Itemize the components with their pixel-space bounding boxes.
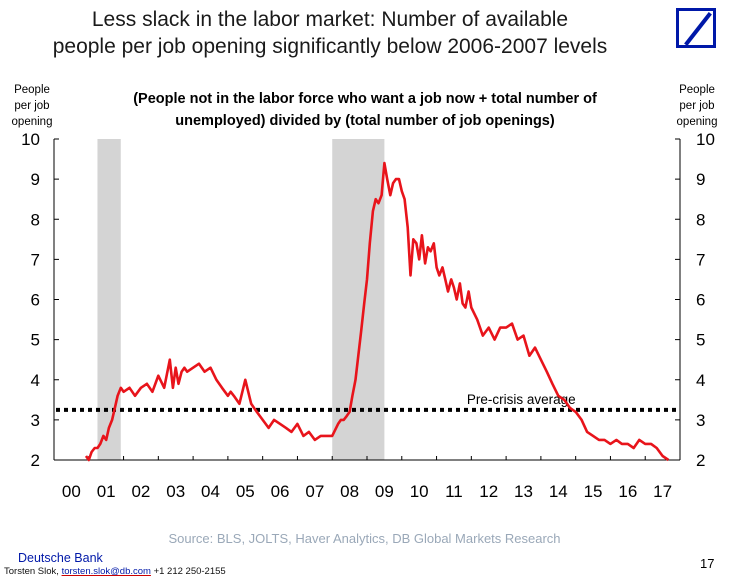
y-tick-label-left: 3: [31, 411, 40, 430]
x-tick-label: 09: [375, 482, 394, 501]
x-tick-label: 15: [584, 482, 603, 501]
y-tick-label-left: 7: [31, 250, 40, 269]
x-tick-label: 00: [62, 482, 81, 501]
contact-line: Torsten Slok, torsten.slok@db.com +1 212…: [4, 566, 226, 577]
y-axis-right-label: People per job opening: [667, 82, 727, 130]
x-tick-label: 02: [131, 482, 150, 501]
pre-crisis-average-label: Pre-crisis average: [467, 392, 576, 407]
x-tick-label: 10: [410, 482, 429, 501]
recession-shading-2: [332, 139, 385, 460]
series-line-1: [84, 161, 670, 462]
x-tick-label: 04: [201, 482, 220, 501]
y-tick-label-left: 5: [31, 331, 40, 350]
x-tick-label: 14: [549, 482, 568, 501]
y-axis-left-label: People per job opening: [2, 82, 62, 130]
author-email-link[interactable]: torsten.slok@db.com: [61, 566, 151, 577]
x-tick-label: 16: [618, 482, 637, 501]
chart-subtitle-line-1: (People not in the labor force who want …: [133, 91, 597, 107]
y-tick-label-right: 2: [696, 451, 705, 470]
y-axis-right-label-line-1: People: [679, 84, 715, 96]
y-tick-label-left: 2: [31, 451, 40, 470]
y-tick-label-left: 8: [31, 210, 40, 229]
y-tick-label-right: 6: [696, 291, 705, 310]
x-tick-label: 11: [445, 482, 463, 501]
y-tick-label-right: 5: [696, 331, 705, 350]
y-tick-label-right: 3: [696, 411, 705, 430]
y-tick-label-left: 4: [31, 371, 40, 390]
x-tick-label: 07: [305, 482, 324, 501]
y-axis-left-label-line-1: People: [14, 84, 50, 96]
y-tick-label-right: 9: [696, 170, 705, 189]
chart-subtitle-line-2: unemployed) divided by (total number of …: [175, 113, 555, 129]
x-tick-label: 12: [479, 482, 498, 501]
x-tick-label: 17: [653, 482, 672, 501]
chart-subtitle: (People not in the labor force who want …: [78, 88, 652, 132]
author-phone: +1 212 250-2155: [153, 566, 226, 577]
chart-title: Less slack in the labor market: Number o…: [0, 6, 660, 60]
y-axis-left-label-line-2: per job: [14, 100, 50, 112]
chart-title-line-2: people per job opening significantly bel…: [52, 35, 608, 58]
recession-shading-1: [97, 139, 121, 460]
y-tick-label-right: 4: [696, 371, 705, 390]
x-tick-label: 01: [97, 482, 116, 501]
author-name: Torsten Slok,: [4, 566, 59, 577]
brand-name: Deutsche Bank: [18, 551, 103, 565]
y-axis-right-label-line-3: opening: [676, 116, 718, 128]
deutsche-bank-logo-icon: [676, 8, 716, 48]
y-axis-right-label-line-2: per job: [679, 100, 715, 112]
x-tick-label: 05: [236, 482, 255, 501]
source-note: Source: BLS, JOLTS, Haver Analytics, DB …: [168, 531, 561, 546]
y-tick-label-left: 6: [31, 291, 40, 310]
y-tick-label-left: 9: [31, 170, 40, 189]
y-tick-label-left: 10: [21, 130, 40, 149]
x-tick-label: 03: [166, 482, 185, 501]
page-number: 17: [700, 556, 715, 571]
y-tick-label-right: 8: [696, 210, 705, 229]
y-tick-label-right: 7: [696, 250, 705, 269]
x-tick-label: 13: [514, 482, 533, 501]
x-tick-label: 08: [340, 482, 359, 501]
y-axis-left-label-line-3: opening: [11, 116, 53, 128]
chart-title-line-1: Less slack in the labor market: Number o…: [91, 8, 569, 31]
y-tick-label-right: 10: [696, 130, 715, 149]
x-tick-label: 06: [271, 482, 290, 501]
